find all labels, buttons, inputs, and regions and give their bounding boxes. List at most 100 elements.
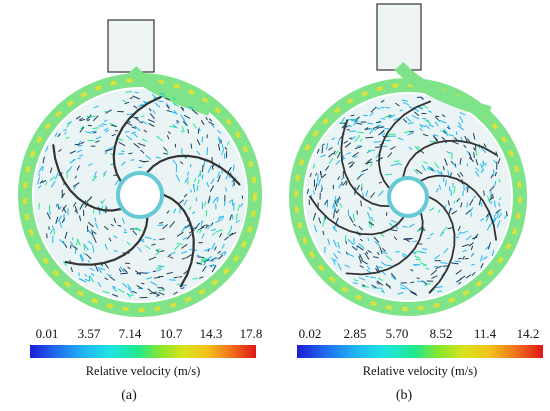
velocity-vector [336, 151, 341, 159]
velocity-vector [340, 116, 346, 124]
velocity-vector [374, 241, 381, 247]
velocity-vector [178, 276, 183, 278]
velocity-vector [181, 243, 188, 249]
velocity-vector [166, 271, 174, 275]
velocity-vector [184, 176, 189, 183]
velocity-vector [79, 203, 84, 210]
velocity-vector [360, 183, 363, 189]
velocity-vector [74, 175, 77, 179]
velocity-vector [206, 147, 209, 156]
velocity-vector [367, 122, 374, 125]
velocity-vector [390, 272, 397, 280]
velocity-vector [464, 257, 469, 260]
velocity-vector [201, 233, 205, 239]
velocity-vector [426, 167, 431, 171]
velocity-vector [195, 254, 200, 257]
velocity-vector [117, 288, 125, 293]
velocity-vector [399, 284, 405, 287]
velocity-vector [92, 244, 95, 253]
velocity-vector [415, 169, 423, 175]
velocity-vector [69, 150, 76, 154]
velocity-vector [159, 92, 166, 95]
velocity-vector [49, 210, 51, 215]
volute-throat [394, 61, 492, 118]
velocity-vector [447, 124, 451, 130]
velocity-vector [111, 133, 116, 137]
velocity-vector [356, 184, 360, 191]
velocity-vector [49, 176, 56, 181]
velocity-vector [143, 129, 148, 133]
velocity-vector [223, 251, 227, 256]
velocity-vector [435, 115, 440, 118]
velocity-vector [479, 200, 483, 208]
velocity-vector [169, 221, 176, 228]
velocity-vector [48, 205, 51, 212]
velocity-vector [461, 243, 470, 248]
velocity-vector [197, 256, 205, 258]
velocity-vector [367, 158, 372, 163]
velocity-vector [504, 214, 507, 219]
velocity-vector [126, 113, 134, 115]
velocity-vector [154, 276, 161, 279]
velocity-vector [166, 210, 170, 214]
velocity-vector [479, 255, 483, 262]
velocity-vector [400, 287, 406, 290]
velocity-vector [338, 183, 342, 189]
velocity-vector [131, 126, 137, 129]
velocity-vector [459, 171, 464, 177]
velocity-vector [139, 121, 143, 124]
velocity-vector [104, 110, 108, 113]
velocity-vector [443, 247, 449, 254]
velocity-vector [57, 203, 60, 210]
velocity-vector [113, 235, 118, 239]
velocity-vector [491, 249, 495, 257]
velocity-vector [426, 237, 431, 240]
velocity-vector [152, 238, 156, 241]
velocity-vector [376, 126, 385, 129]
velocity-vector [95, 140, 100, 143]
impeller-blade [146, 154, 241, 186]
velocity-vector [451, 140, 459, 145]
velocity-vector [79, 254, 84, 263]
velocity-vector [367, 237, 370, 242]
panel-label-a: (a) [121, 388, 137, 403]
velocity-vector [366, 150, 371, 154]
velocity-vector [390, 219, 399, 225]
velocity-vector [320, 154, 326, 158]
velocity-vector [364, 252, 370, 260]
velocity-vector [480, 147, 487, 153]
velocity-vector [472, 147, 476, 151]
velocity-vector [127, 287, 134, 294]
velocity-vector [409, 290, 417, 295]
impeller-blade [64, 216, 149, 266]
velocity-vector [337, 262, 342, 271]
velocity-vector [414, 263, 421, 267]
velocity-vector [78, 278, 87, 283]
velocity-vector [159, 238, 165, 240]
velocity-vector [198, 127, 201, 132]
velocity-vector [390, 146, 396, 151]
velocity-vector [201, 164, 204, 173]
velocity-vector [360, 173, 365, 177]
velocity-vector [80, 253, 85, 261]
impeller-blade [420, 174, 497, 241]
velocity-vector [73, 185, 77, 190]
velocity-vector [84, 273, 88, 278]
velocity-vector [42, 156, 45, 164]
velocity-vector [402, 253, 408, 257]
velocity-vector [186, 233, 192, 240]
velocity-vector [459, 157, 462, 165]
velocity-vector [314, 172, 318, 176]
velocity-vector [498, 197, 502, 201]
velocity-vector [399, 109, 403, 112]
velocity-vector [208, 121, 215, 126]
impeller-blade [378, 100, 432, 189]
velocity-vector [378, 129, 385, 136]
velocity-vector [127, 266, 131, 270]
velocity-vector [359, 254, 363, 261]
velocity-vector [357, 131, 365, 134]
velocity-vector [452, 162, 457, 168]
velocity-vector [49, 167, 53, 174]
velocity-vector [104, 277, 109, 281]
velocity-vector [438, 184, 442, 190]
